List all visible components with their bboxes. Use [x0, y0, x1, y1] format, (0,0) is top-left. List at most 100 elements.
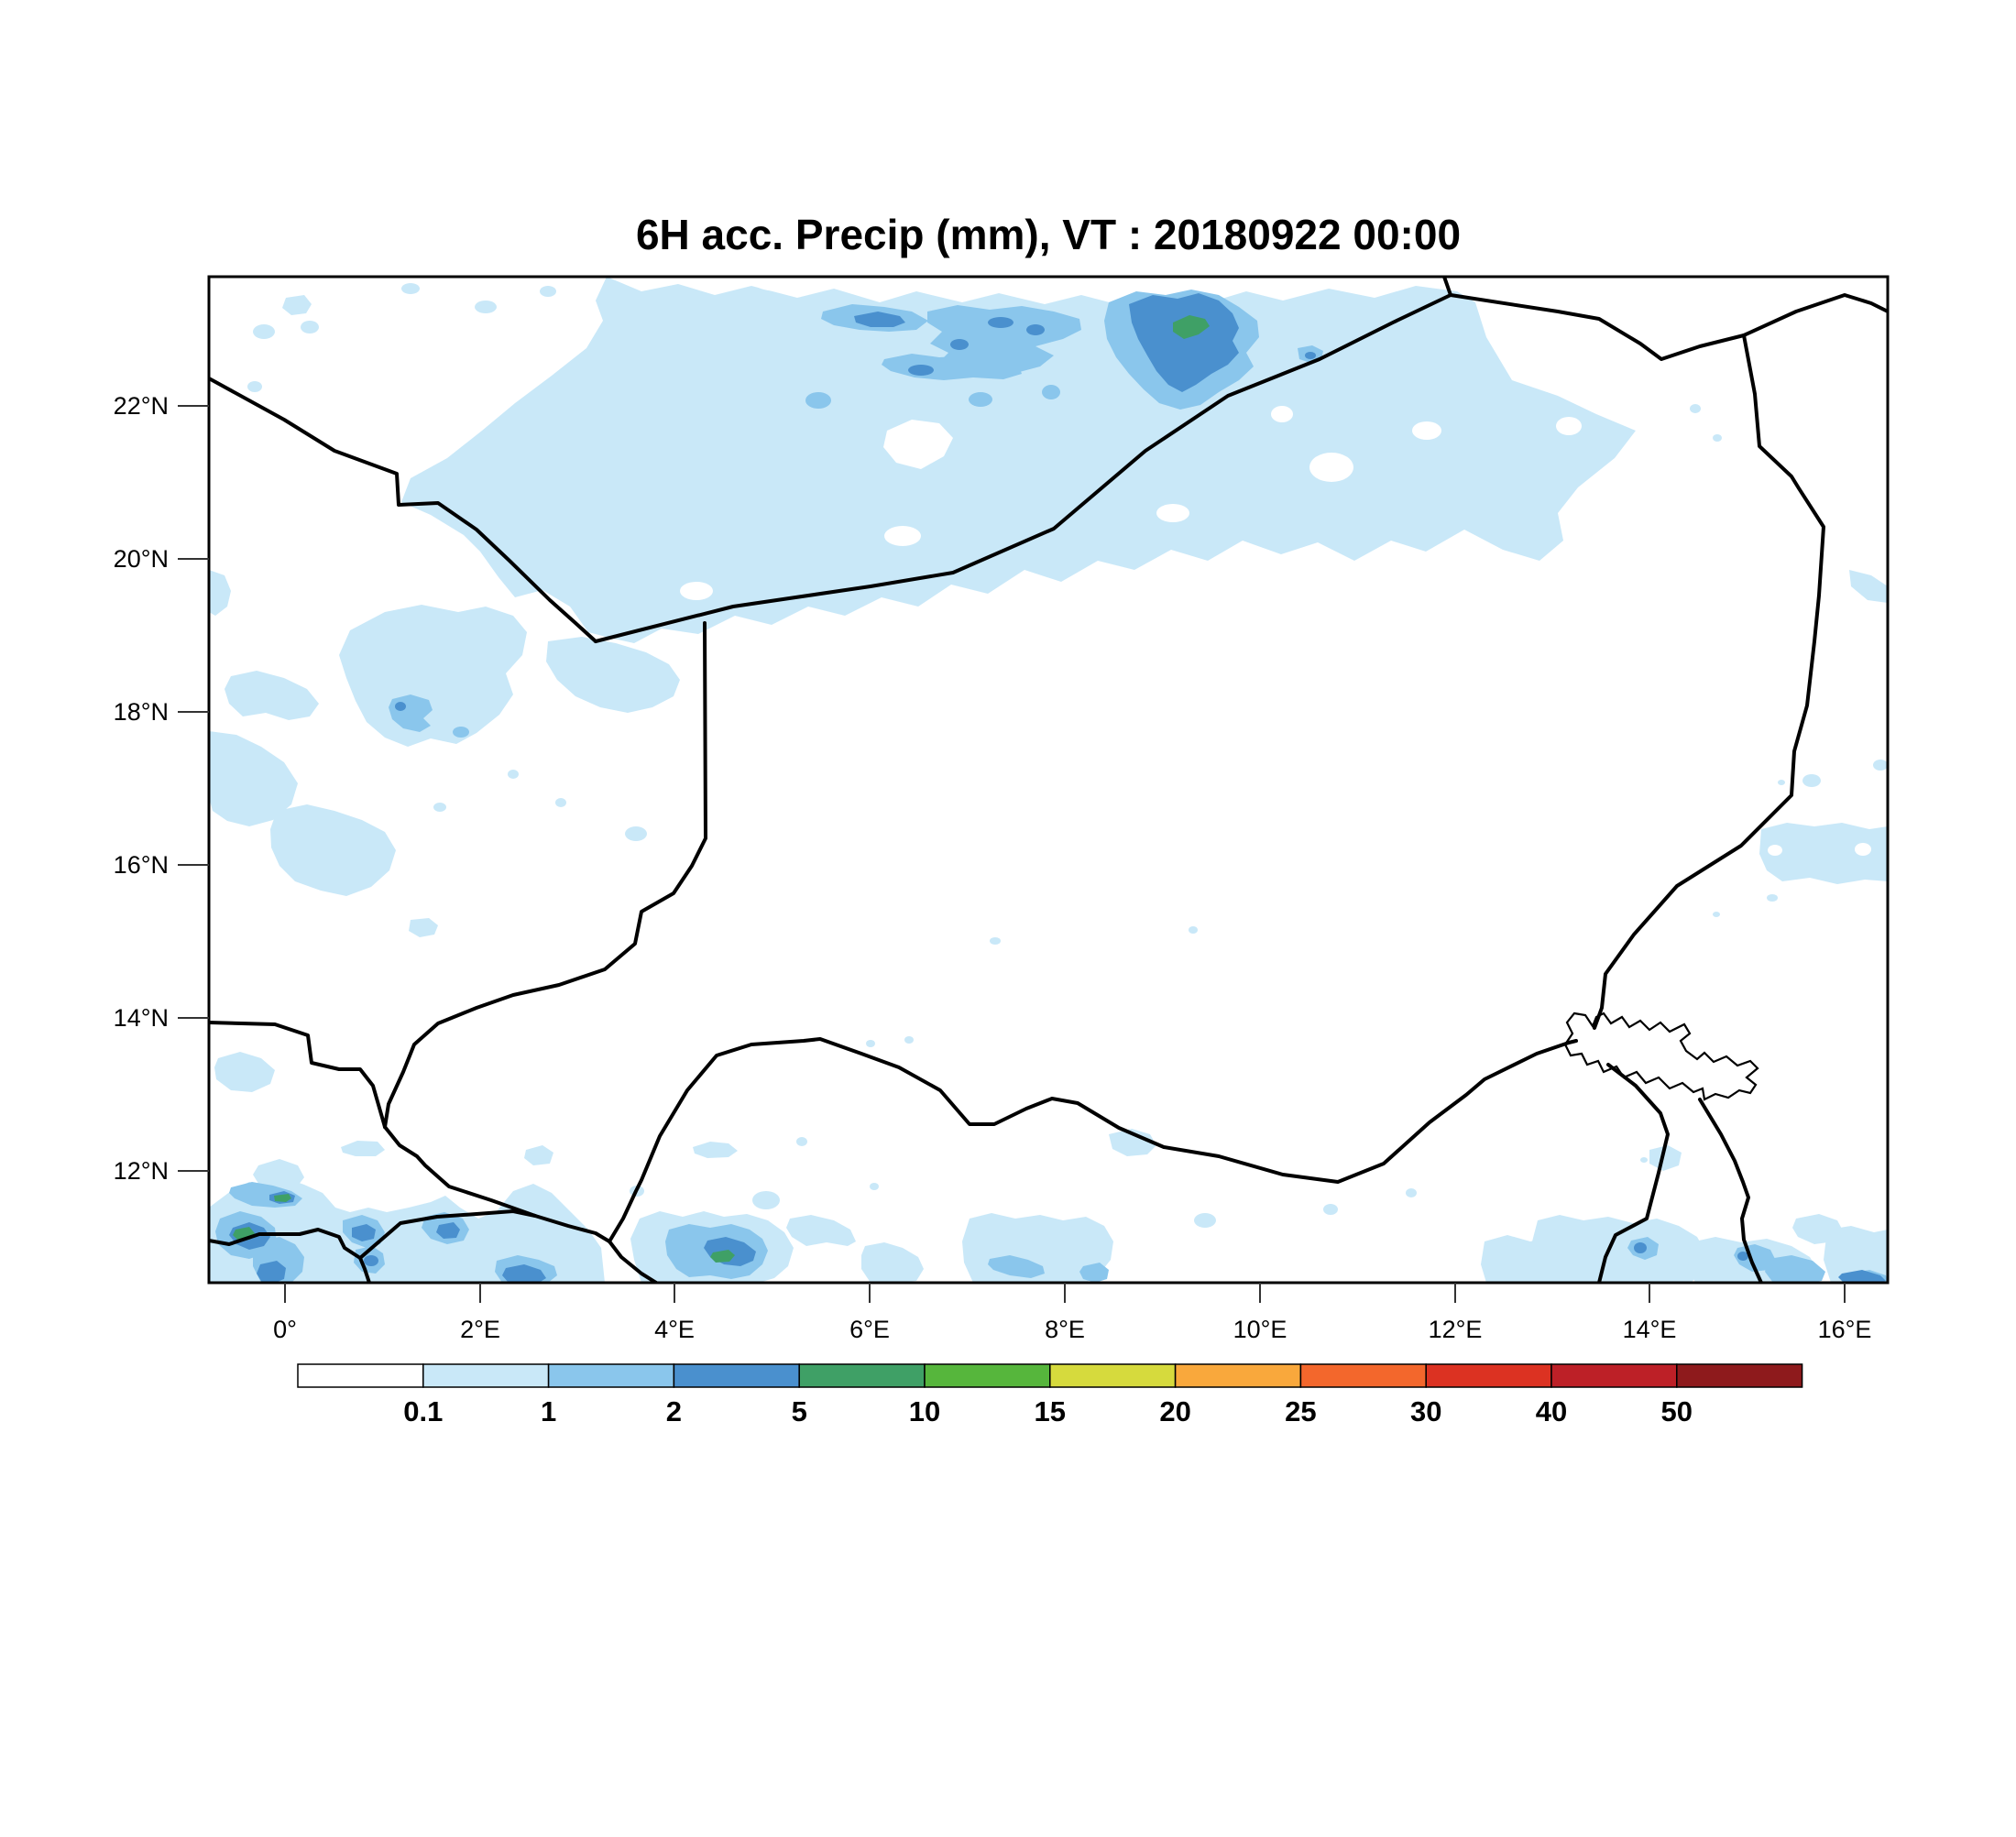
- precip-region-l1: [1532, 1215, 1706, 1283]
- precip-region-l1: [1109, 1129, 1156, 1156]
- precip-region-l3: [1634, 1242, 1647, 1253]
- precip-region-l1: [625, 826, 647, 841]
- precip-region-l1: [1778, 780, 1785, 785]
- y-tick-label: 16°N: [114, 851, 169, 879]
- precip-layer: [209, 277, 1888, 1283]
- precip-region-hole: [883, 420, 953, 469]
- x-tick-label: 16°E: [1818, 1316, 1872, 1343]
- border-burkina-benin: [358, 1209, 537, 1260]
- precip-region-l1: [752, 1191, 780, 1209]
- colorbar-cell: [798, 1363, 926, 1388]
- precip-region-l1: [475, 301, 497, 313]
- precip-region-l3: [364, 1255, 378, 1266]
- colorbar-legend: 0.1 1 2 5 10 15 20 25 30 40 50: [297, 1363, 1803, 1427]
- colorbar-label: 10: [909, 1395, 940, 1427]
- precip-region-l2: [988, 1255, 1045, 1278]
- precip-region-l2: [1042, 385, 1060, 399]
- precip-region-l1: [1767, 894, 1778, 902]
- precip-region-l1: [1713, 434, 1722, 442]
- precip-region-l1: [508, 770, 519, 779]
- precip-region-l4: [710, 1250, 735, 1263]
- precip-region-l1: [1406, 1188, 1417, 1197]
- precip-region-l1: [555, 798, 566, 807]
- border-mali-niger: [383, 621, 707, 1129]
- precip-region-l1: [1690, 404, 1701, 413]
- latitude-axis: 22°N 20°N 18°N 16°N 14°N 12°N: [114, 392, 209, 1185]
- colorbar-cell: [1425, 1363, 1552, 1388]
- lake-chad: [1563, 1011, 1759, 1101]
- precip-region-l2: [1765, 1255, 1825, 1283]
- y-tick-label: 14°N: [114, 1004, 169, 1032]
- x-tick-label: 6°E: [849, 1316, 890, 1343]
- precip-region-l1: [1759, 823, 1888, 884]
- colorbar-label: 20: [1159, 1395, 1190, 1427]
- precip-region-l1: [1640, 1157, 1648, 1163]
- precip-region-l2: [805, 392, 831, 409]
- x-tick-label: 2°E: [460, 1316, 500, 1343]
- x-tick-label: 12°E: [1429, 1316, 1483, 1343]
- border-mali-burkina: [209, 1021, 387, 1129]
- precip-region-l1: [904, 1036, 914, 1044]
- precip-region-hole: [1412, 421, 1441, 440]
- precip-region-hole: [680, 582, 713, 600]
- precip-region-l1: [866, 1040, 875, 1047]
- precip-region-hole: [815, 621, 844, 640]
- precip-region-l3: [395, 702, 406, 711]
- precip-region-hole: [1556, 417, 1582, 435]
- longitude-axis: 0° 2°E 4°E 6°E 8°E 10°E 12°E 14°E 16°E: [273, 1283, 1871, 1343]
- precip-region-l1: [1713, 912, 1720, 917]
- precip-region-l2: [1734, 1244, 1776, 1272]
- precip-region-l1: [247, 381, 262, 392]
- colorbar-cell: [924, 1363, 1051, 1388]
- precip-region-l1: [861, 1242, 924, 1283]
- precip-region-l1: [409, 918, 438, 937]
- border-niger-chad: [1593, 334, 1825, 1030]
- colorbar-cell: [673, 1363, 800, 1388]
- precip-region-l3: [950, 339, 969, 350]
- precip-region-l1: [209, 570, 231, 616]
- border-libya-chad: [1742, 293, 1888, 337]
- precip-region-l1: [870, 1183, 879, 1190]
- colorbar-label: 0.1: [403, 1395, 443, 1427]
- precip-region-hole: [884, 526, 921, 546]
- y-tick-label: 22°N: [114, 392, 169, 420]
- border-burkina-ghana-togo: [209, 1228, 371, 1283]
- precip-region-l1: [270, 804, 396, 896]
- x-tick-label: 8°E: [1045, 1316, 1085, 1343]
- precip-region-l2: [453, 727, 469, 738]
- border-burkina-niger-benin: [383, 1125, 611, 1243]
- precip-region-l1: [339, 605, 527, 747]
- border-algeria-niger: [594, 293, 1452, 643]
- precip-region-l1: [546, 637, 680, 713]
- y-tick-label: 20°N: [114, 545, 169, 573]
- precip-region-l1: [1802, 774, 1821, 787]
- y-tick-label: 12°N: [114, 1157, 169, 1185]
- precip-region-l3: [854, 312, 905, 327]
- x-tick-label: 14°E: [1623, 1316, 1677, 1343]
- colorbar-cell: [1049, 1363, 1177, 1388]
- precip-region-l1: [1649, 1145, 1682, 1171]
- colorbar-cell: [1550, 1363, 1678, 1388]
- colorbar-label: 5: [792, 1395, 807, 1427]
- x-tick-label: 4°E: [654, 1316, 695, 1343]
- precip-region-hole: [1309, 453, 1353, 482]
- colorbar-label: 15: [1035, 1395, 1066, 1427]
- colorbar-cell: [547, 1363, 675, 1388]
- precip-region-l1: [786, 1215, 856, 1246]
- border-benin-nigeria: [608, 1240, 658, 1283]
- colorbar-cell: [1299, 1363, 1427, 1388]
- precip-region-l1: [225, 671, 319, 720]
- y-tick-label: 18°N: [114, 698, 169, 726]
- country-borders-layer: [209, 277, 1888, 1283]
- precip-region-l1: [282, 295, 312, 315]
- precip-region-l1: [433, 803, 446, 812]
- colorbar-cell: [1676, 1363, 1803, 1388]
- x-tick-label: 10°E: [1233, 1316, 1287, 1343]
- precip-region-hole: [1271, 406, 1293, 422]
- precip-region-l1: [1873, 760, 1888, 771]
- precip-region-hole: [1022, 605, 1104, 658]
- border-nigeria-chad-west: [1597, 1063, 1670, 1283]
- precip-region-l3: [1737, 1252, 1748, 1261]
- precip-region-l1: [540, 286, 556, 297]
